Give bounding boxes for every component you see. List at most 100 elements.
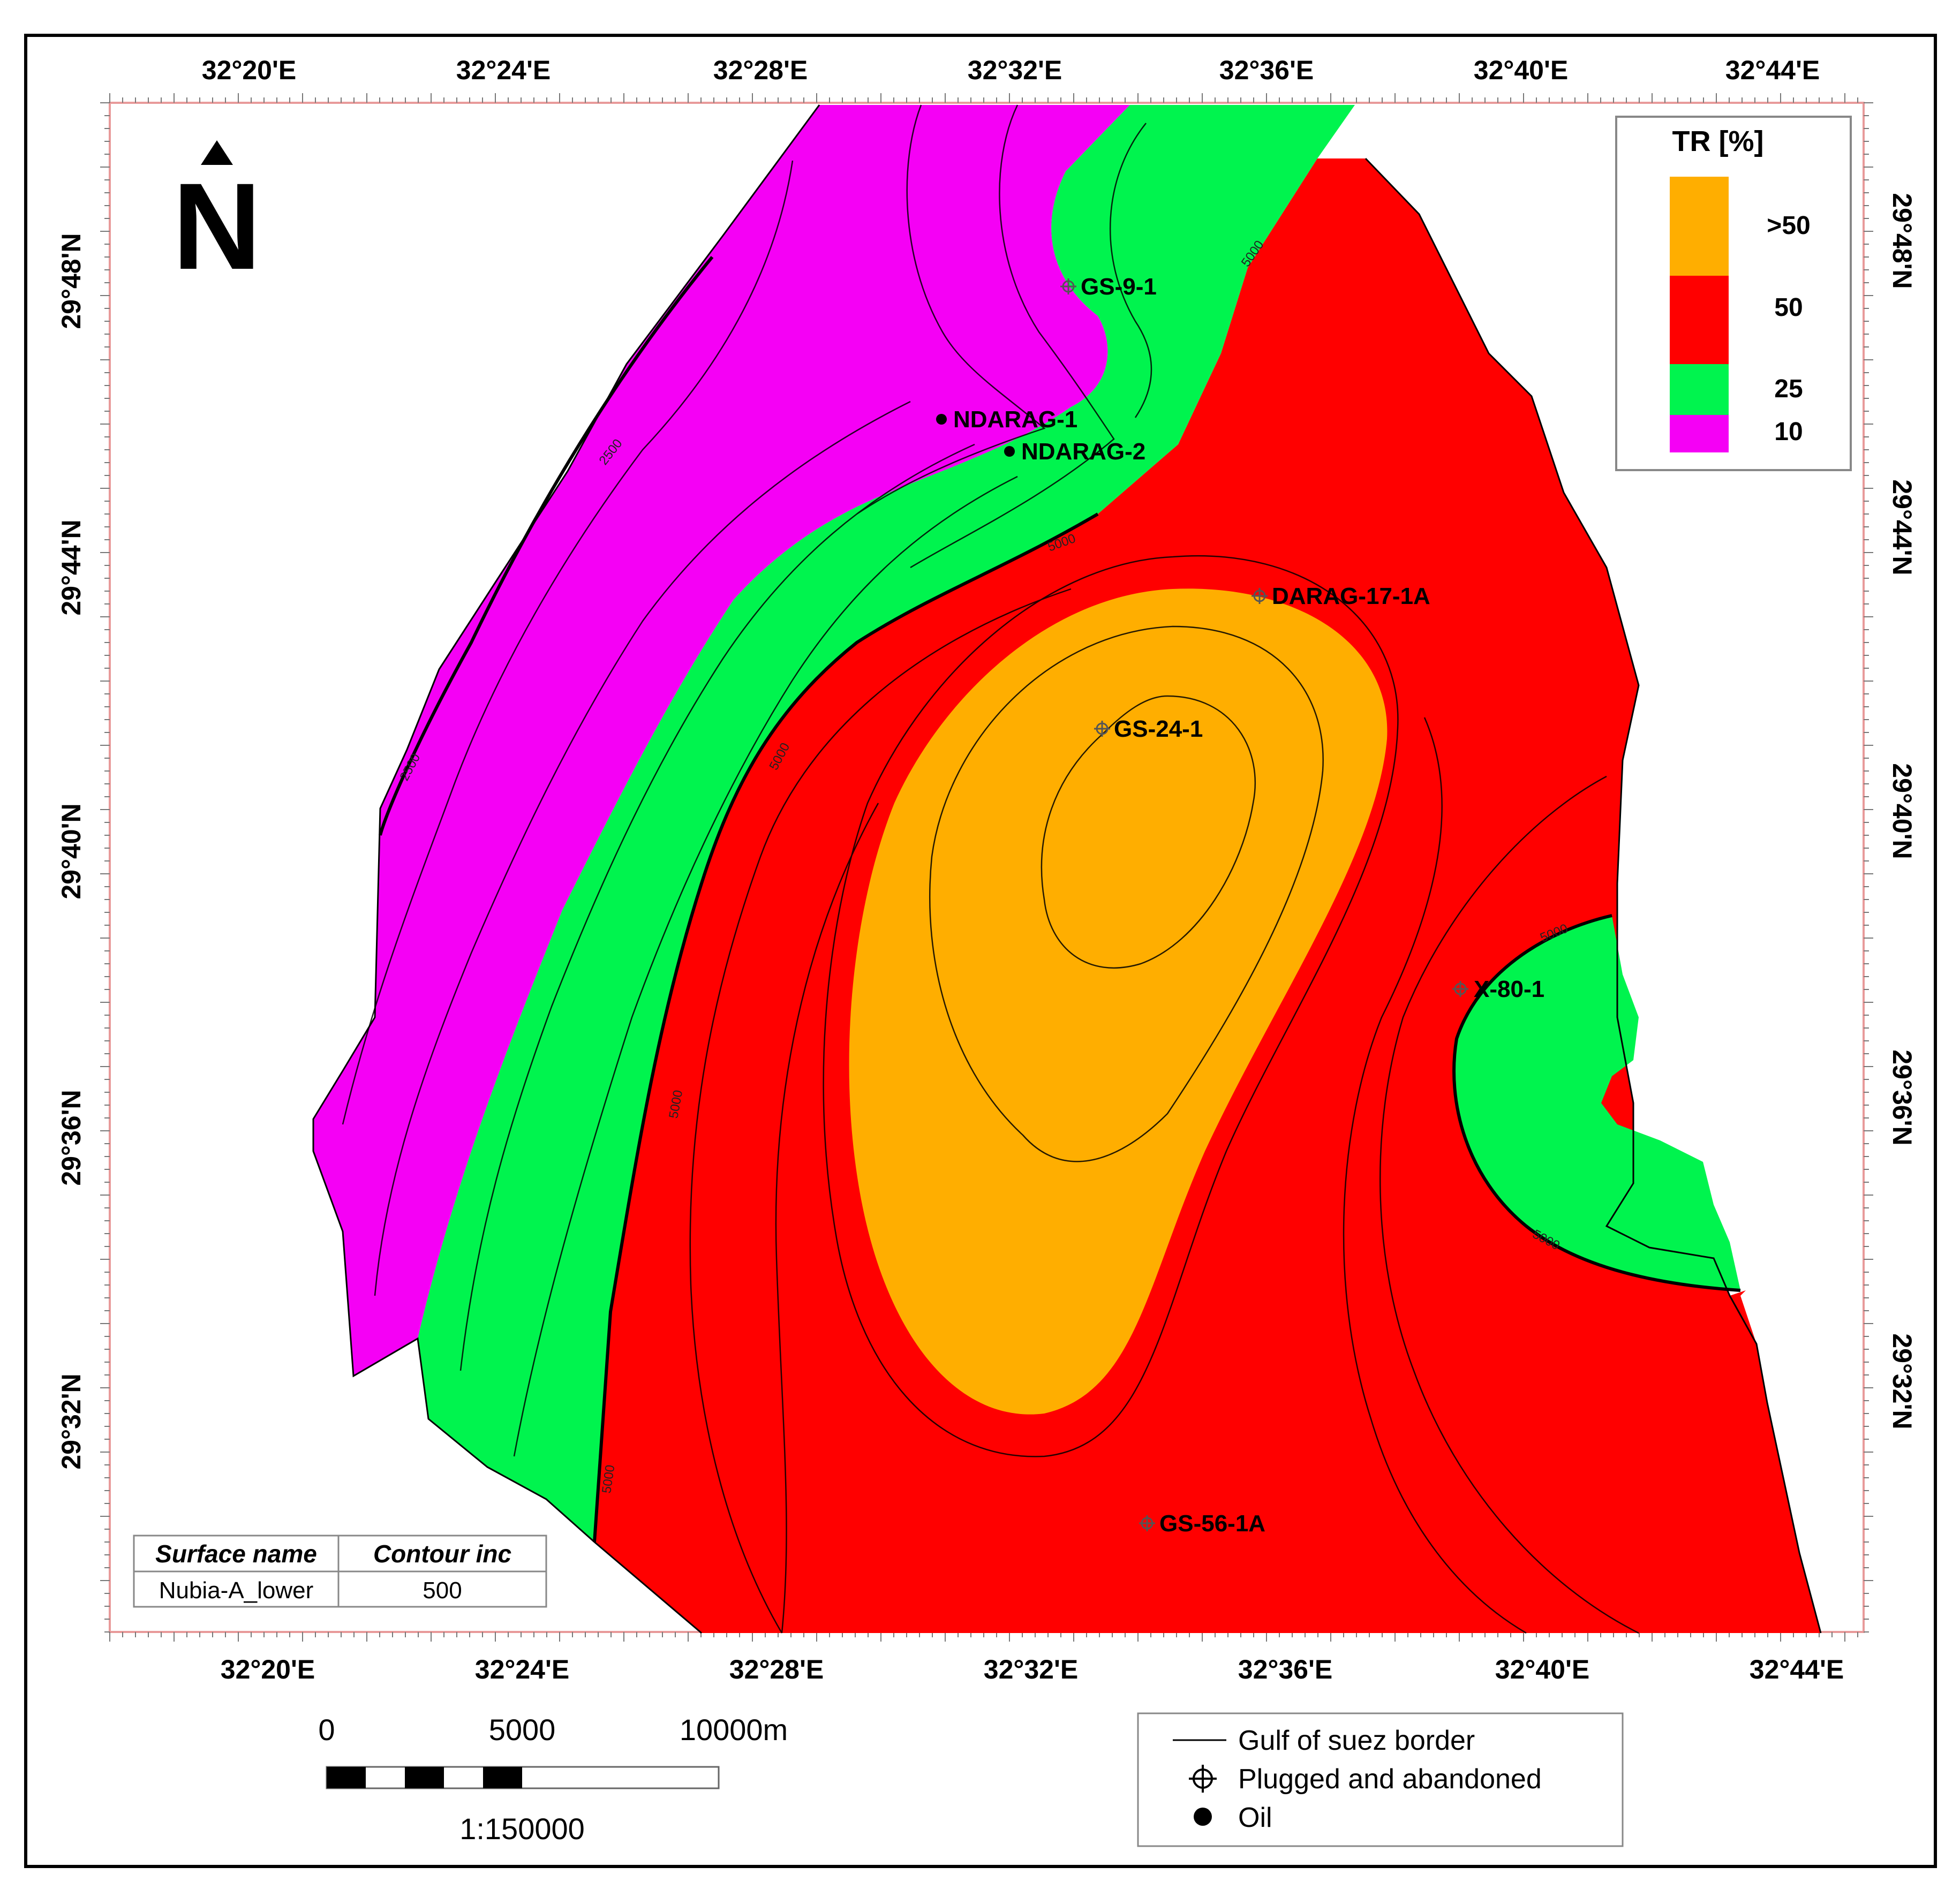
surface-info-table: Surface name Contour inc Nubia-A_lower 5… <box>133 1535 547 1608</box>
top-longitude-labels: 32°20'E 32°24'E 32°28'E 32°32'E 32°36'E … <box>202 55 1820 85</box>
contour-line <box>823 555 1399 1457</box>
latitude-label: 29°48'N <box>1887 193 1917 289</box>
info-value: 500 <box>423 1577 462 1604</box>
left-latitude-labels: 29°48'N 29°44'N 29°40'N 29°36'N 29°32'N <box>56 233 86 1469</box>
latitude-label: 29°40'N <box>1887 763 1917 859</box>
longitude-label: 32°20'E <box>221 1654 315 1684</box>
crosshair-icon <box>1139 1515 1155 1531</box>
tr-legend: TR [%] >50 50 25 10 <box>1615 116 1852 471</box>
scale-bar-segment <box>327 1767 366 1788</box>
info-header: Contour inc <box>373 1540 511 1568</box>
scale-label: 10000m <box>680 1713 788 1747</box>
symbol-label: Oil <box>1238 1802 1272 1833</box>
contour-line <box>342 160 794 1125</box>
longitude-label: 32°36'E <box>1238 1654 1332 1684</box>
latitude-label: 29°44'N <box>1887 479 1917 575</box>
longitude-label: 32°40'E <box>1495 1654 1589 1684</box>
scale-bar-segment <box>483 1767 522 1788</box>
longitude-label: 32°32'E <box>968 55 1062 85</box>
contour-line <box>1110 123 1152 418</box>
contour-line <box>689 588 1072 1634</box>
tr-legend-title: TR [%] <box>1672 125 1764 157</box>
oil-well-icon <box>1004 446 1015 457</box>
contour-line <box>459 443 975 1371</box>
symbol-label: Gulf of suez border <box>1238 1725 1475 1756</box>
contour-line <box>1343 717 1527 1634</box>
well-gs-56-1a[interactable]: GS-56-1A <box>1139 1510 1265 1537</box>
zones <box>313 105 1821 1633</box>
longitude-label: 32°24'E <box>456 55 551 85</box>
legend-swatch-above-50 <box>1670 177 1729 276</box>
crosshair-icon <box>1452 981 1468 997</box>
contour-line <box>513 475 1018 1457</box>
well-gs-9-1[interactable]: GS-9-1 <box>1060 274 1157 300</box>
latitude-label: 29°48'N <box>56 233 86 329</box>
longitude-label: 32°32'E <box>984 1654 1078 1684</box>
well-label: GS-24-1 <box>1114 716 1203 742</box>
dot-icon <box>1194 1808 1212 1826</box>
symbol-label: Plugged and abandoned <box>1238 1764 1542 1795</box>
well-label: NDARAG-2 <box>1021 439 1145 465</box>
contour-line <box>1041 695 1256 969</box>
longitude-label: 32°20'E <box>202 55 296 85</box>
well-x-80-1[interactable]: X-80-1 <box>1452 976 1544 1002</box>
legend-swatch-10 <box>1670 415 1729 452</box>
crosshair-icon <box>1252 588 1268 604</box>
latitude-label: 29°36'N <box>56 1090 86 1185</box>
scale-ratio: 1:150000 <box>459 1812 585 1846</box>
crosshair-icon-lines <box>1189 1765 1217 1793</box>
legend-label: 50 <box>1774 293 1803 322</box>
contour-line-5000 <box>593 512 1099 1543</box>
contour-line <box>910 104 1115 569</box>
longitude-label: 32°44'E <box>1725 55 1820 85</box>
contour-line-2500 <box>379 256 714 836</box>
north-arrow-icon: N <box>172 140 261 295</box>
longitude-label: 32°24'E <box>475 1654 569 1684</box>
well-gs-24-1[interactable]: GS-24-1 <box>1094 716 1203 742</box>
legend-swatch-50 <box>1670 276 1729 364</box>
longitude-label: 32°28'E <box>729 1654 824 1684</box>
scale-label: 0 <box>318 1713 335 1747</box>
gulf-of-suez-border <box>312 104 1822 1634</box>
well-darag-17-1a[interactable]: DARAG-17-1A <box>1252 583 1430 609</box>
scale-label: 5000 <box>489 1713 556 1747</box>
symbol-legend-frame <box>1137 1712 1624 1847</box>
latitude-label: 29°44'N <box>56 519 86 615</box>
oil-well-icon <box>936 414 947 425</box>
bottom-longitude-labels: 32°20'E 32°24'E 32°28'E 32°32'E 32°36'E … <box>221 1654 1844 1684</box>
longitude-label: 32°40'E <box>1474 55 1568 85</box>
well-label: X-80-1 <box>1474 976 1544 1002</box>
symbol-legend: Gulf of suez border Plugged and abandone… <box>1137 1712 1624 1847</box>
contour-line <box>856 104 1046 515</box>
zone-above-50-percent <box>849 588 1388 1415</box>
well-ndarag-1[interactable]: NDARAG-1 <box>936 406 1077 433</box>
tr-legend-frame <box>1615 116 1852 471</box>
latitude-label: 29°32'N <box>1887 1333 1917 1429</box>
scale-bar-frame <box>326 1766 720 1789</box>
well-label: GS-56-1A <box>1159 1510 1265 1537</box>
contour-lines <box>342 104 1639 1634</box>
latitude-label: 29°32'N <box>56 1373 86 1469</box>
legend-label: 25 <box>1774 375 1803 403</box>
longitude-label: 32°28'E <box>713 55 808 85</box>
contour-line <box>374 400 911 1296</box>
contour-line <box>775 803 879 1634</box>
contour-line <box>1379 775 1639 1634</box>
north-arrow-triangle <box>201 140 233 165</box>
legend-label: >50 <box>1767 211 1810 240</box>
crosshair-icon <box>1094 721 1110 737</box>
legend-swatch-25 <box>1670 364 1729 415</box>
contour-line-5000 <box>1452 914 1741 1292</box>
contour-line <box>929 625 1324 1162</box>
well-label: DARAG-17-1A <box>1272 583 1430 609</box>
info-header: Surface name <box>155 1540 317 1568</box>
latitude-label: 29°36'N <box>1887 1049 1917 1145</box>
zone-25-percent-east <box>1454 916 1740 1290</box>
north-letter: N <box>172 157 261 295</box>
well-ndarag-2[interactable]: NDARAG-2 <box>1004 439 1145 465</box>
scale-bar-segment <box>405 1767 444 1788</box>
longitude-label: 32°36'E <box>1219 55 1314 85</box>
well-label: NDARAG-1 <box>953 406 1077 433</box>
right-latitude-labels: 29°48'N 29°44'N 29°40'N 29°36'N 29°32'N <box>1887 193 1917 1429</box>
